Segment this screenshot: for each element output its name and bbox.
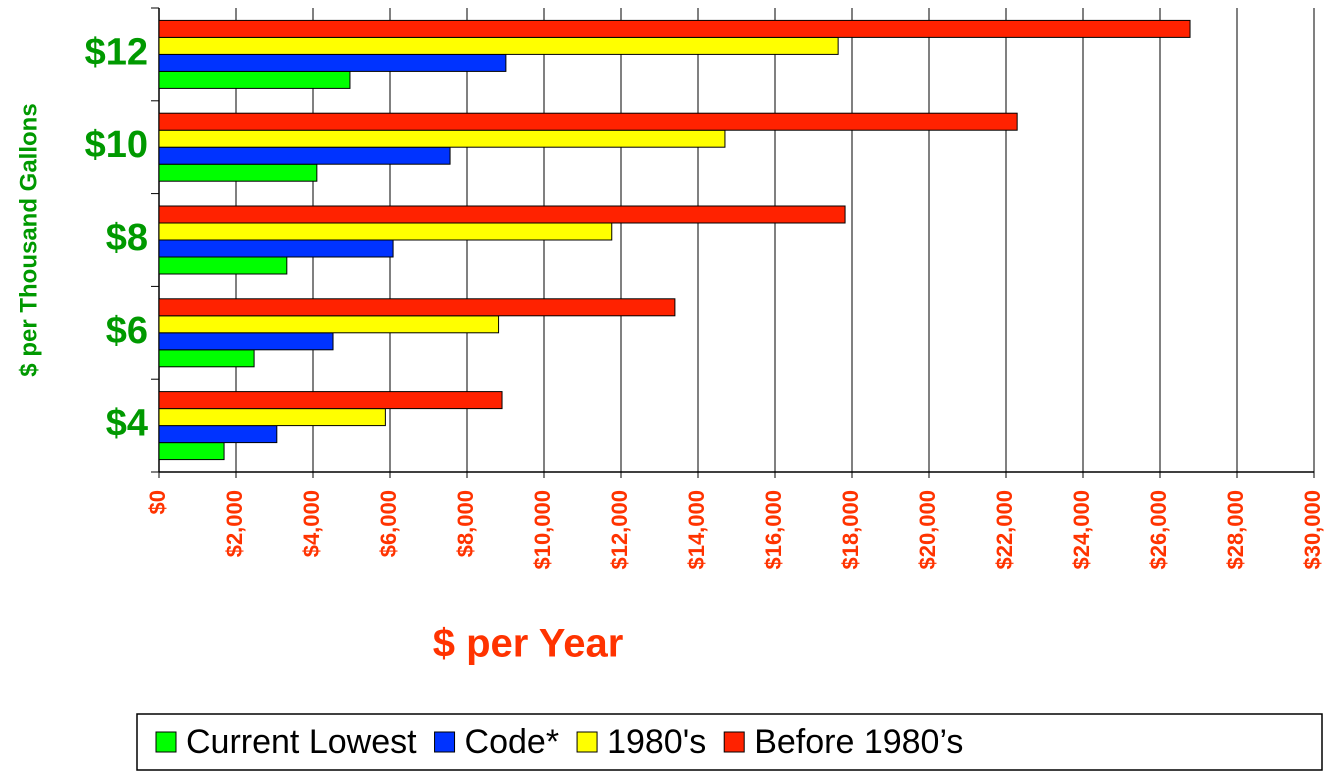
bar (158, 222, 613, 241)
x-tick-label: $14,000 (684, 490, 709, 570)
x-tick-label: $28,000 (1223, 490, 1248, 570)
legend-swatch (434, 731, 456, 753)
x-tick-label: $10,000 (530, 490, 555, 570)
bar (158, 298, 676, 317)
legend-label: Code* (465, 723, 560, 761)
bar (158, 391, 503, 410)
legend-label: Current Lowest (186, 723, 417, 761)
x-tick-label: $8,000 (453, 490, 478, 557)
bar (158, 129, 726, 148)
bar (158, 442, 225, 461)
legend-swatch (155, 731, 177, 753)
bar (158, 349, 255, 368)
bar (158, 53, 507, 72)
legend-label: 1980's (607, 723, 706, 761)
bar (158, 112, 1018, 131)
bar (158, 315, 500, 334)
x-tick-label: $2,000 (222, 490, 247, 557)
bar (158, 332, 334, 351)
x-tick-label: $24,000 (1069, 490, 1094, 570)
x-tick-label: $20,000 (915, 490, 940, 570)
bar (158, 239, 394, 258)
x-tick-label: $6,000 (376, 490, 401, 557)
x-tick-label: $22,000 (992, 490, 1017, 570)
bar (158, 163, 318, 182)
x-tick-label: $0 (145, 490, 170, 514)
x-tick-label: $26,000 (1146, 490, 1171, 570)
bar (158, 408, 386, 427)
bar (158, 36, 839, 55)
x-tick-label: $4,000 (299, 490, 324, 557)
x-tick-label: $16,000 (761, 490, 786, 570)
y-axis-title: $ per Thousand Gallons (15, 103, 42, 376)
bar (158, 256, 288, 275)
y-tick-label: $6 (106, 310, 148, 352)
x-tick-label: $12,000 (607, 490, 632, 570)
y-tick-label: $4 (106, 403, 148, 445)
x-axis-title: $ per Year (433, 622, 624, 666)
bar (158, 70, 351, 89)
legend-swatch (576, 731, 598, 753)
bar (158, 146, 451, 165)
y-tick-label: $8 (106, 217, 148, 259)
x-tick-label: $30,000 (1300, 490, 1325, 570)
y-tick-label: $12 (85, 31, 148, 73)
y-tick-label: $10 (85, 124, 148, 166)
legend-swatch (723, 731, 745, 753)
bar (158, 19, 1191, 38)
legend-label: Before 1980’s (754, 723, 963, 761)
x-tick-label: $18,000 (838, 490, 863, 570)
bar (158, 425, 278, 444)
bar (158, 205, 846, 224)
